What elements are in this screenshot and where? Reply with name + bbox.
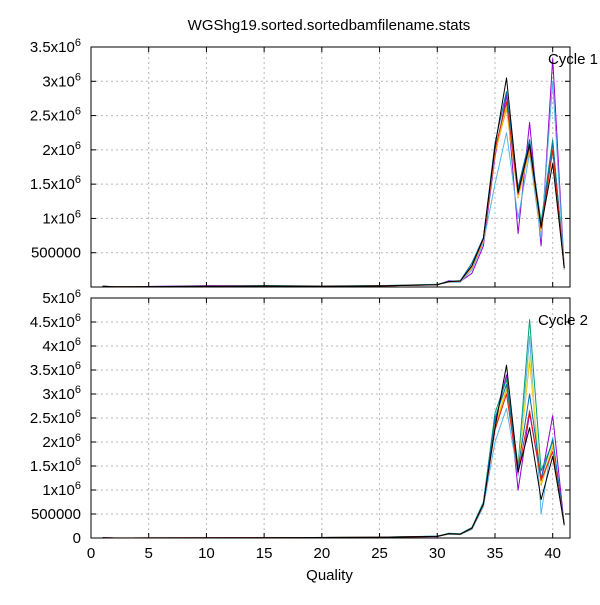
series-line-2: [102, 101, 565, 287]
series-line-3: [102, 335, 565, 538]
chart-title: WGShg19.sorted.sortedbamfilename.stats: [188, 17, 471, 34]
y-tick-label: 3.5x106: [30, 37, 81, 56]
series-group: [102, 58, 565, 287]
y-tick-label: 2.5x106: [30, 106, 81, 125]
y-tick-label: 1.5x106: [30, 456, 81, 475]
y-tick-label: 1x106: [42, 480, 81, 499]
panel-1: 500000 1x106 1.5x106 2x106 2.5x106 3x106 3.5x1…: [30, 37, 598, 288]
x-tick-label: 30: [429, 545, 446, 562]
plot-frame: [90, 46, 571, 288]
panel-label: Cycle 1: [548, 51, 598, 68]
x-tick-label: 0: [87, 545, 95, 562]
y-tick-label: 4x106: [42, 336, 81, 355]
panel-label: Cycle 2: [538, 312, 588, 329]
y-tick-label: 2x106: [42, 432, 81, 451]
x-tick-label: 20: [313, 545, 330, 562]
x-tick-label: 25: [371, 545, 388, 562]
x-tick-label: 15: [256, 545, 273, 562]
y-tick-label: 500000: [31, 245, 81, 262]
x-tick-label: 10: [198, 545, 215, 562]
y-tick-label: 2x106: [42, 140, 81, 159]
x-tick-label: 5: [145, 545, 153, 562]
y-tick-label: 1x106: [42, 208, 81, 227]
series-line-8: [102, 77, 565, 287]
x-tick-label: 35: [487, 545, 504, 562]
y-tick-label: 3x106: [42, 384, 81, 403]
series-line-7: [102, 101, 565, 287]
series-group: [102, 319, 565, 538]
y-tick-label: 2.5x106: [30, 408, 81, 427]
series-line-8: [102, 364, 565, 538]
y-tick-label: 3.5x106: [30, 360, 81, 379]
y-tick-label: 1.5x106: [30, 174, 81, 193]
panel-2: 0 500000 1x106 1.5x106 2x106 2.5x106 3x106 3.5x…: [30, 288, 588, 584]
x-tick-label: 40: [544, 545, 561, 562]
series-line-5: [102, 355, 565, 538]
y-tick-label: 4.5x106: [30, 312, 81, 331]
y-tick-label: 500000: [31, 506, 81, 523]
x-axis-label: Quality: [306, 567, 353, 584]
y-tick-label: 3x106: [42, 71, 81, 90]
y-tick-label: 5x106: [42, 288, 81, 307]
y-tick-label: 0: [73, 530, 81, 547]
